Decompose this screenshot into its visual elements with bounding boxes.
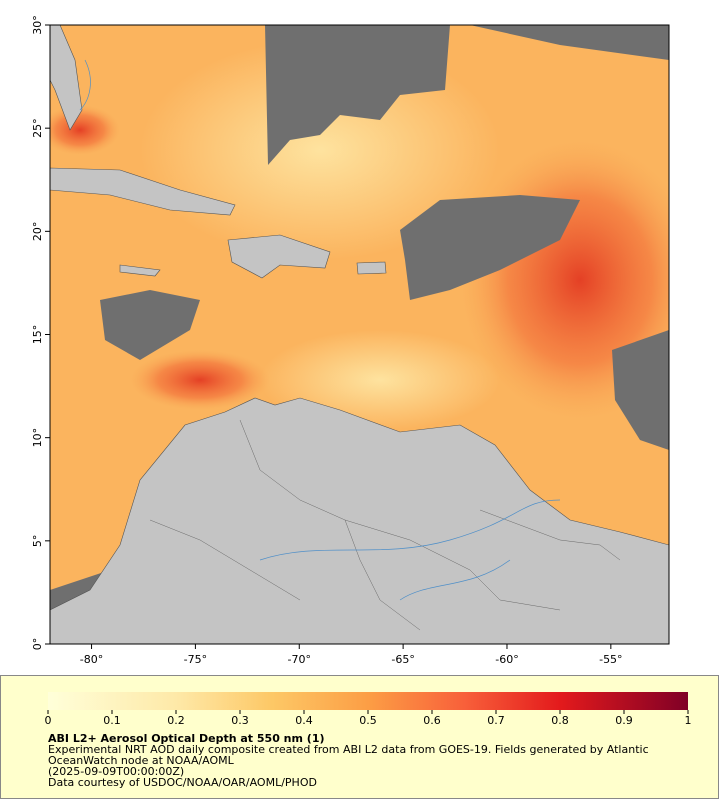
caption-line: Data courtesy of USDOC/NOAA/OAR/AOML/PHO… (48, 776, 317, 789)
colorbar-tick-label: 0.5 (359, 714, 377, 727)
colorbar-tick-label: 1 (685, 714, 692, 727)
colorbar-tick-label: 0.2 (167, 714, 185, 727)
caption-title: ABI L2+ Aerosol Optical Depth at 550 nm … (48, 732, 325, 745)
colorbar-tick-label: 0.7 (487, 714, 505, 727)
x-tick-label: -80° (80, 653, 103, 666)
y-tick-label: 15° (31, 325, 44, 345)
y-tick-label: 25° (31, 118, 44, 138)
x-tick-label: -60° (495, 653, 518, 666)
y-tick-label: 20° (31, 222, 44, 242)
map-axes: -80° -75° -70° -65° -60° -55° 0° 5° 10° 15° 20° 25°… (31, 15, 623, 666)
colorbar-tick-label: 0.6 (423, 714, 441, 727)
high-aod (130, 350, 270, 410)
y-tick-label: 0° (31, 638, 44, 651)
caption-line: (2025-09-09T00:00:00Z) (48, 765, 184, 778)
colorbar (48, 692, 688, 710)
x-tick-label: -65° (391, 653, 414, 666)
x-tick-label: -55° (599, 653, 622, 666)
colorbar-tick-label: 0.3 (231, 714, 249, 727)
land (50, 25, 669, 644)
y-tick-label: 5° (31, 535, 44, 548)
colorbar-tick-label: 0 (45, 714, 52, 727)
x-tick-label: -70° (288, 653, 311, 666)
borders (149, 419, 621, 631)
colorbar-tick-label: 0.4 (295, 714, 313, 727)
caption-line: OceanWatch node at NOAA/AOML (48, 754, 235, 767)
caption-line: Experimental NRT AOD daily composite cre… (48, 743, 649, 756)
y-tick-label: 10° (31, 428, 44, 448)
y-tick-label: 30° (31, 15, 44, 35)
map-image (50, 25, 669, 644)
x-tick-label: -75° (184, 653, 207, 666)
rivers (79, 59, 561, 601)
colorbar-tick-label: 0.1 (103, 714, 121, 727)
colorbar-tick-label: 0.8 (551, 714, 569, 727)
colorbar-axis: 0 0.1 0.2 0.3 0.4 0.5 0.6 0.7 0.8 0.9 1 (45, 710, 692, 727)
colorbar-tick-label: 0.9 (615, 714, 633, 727)
